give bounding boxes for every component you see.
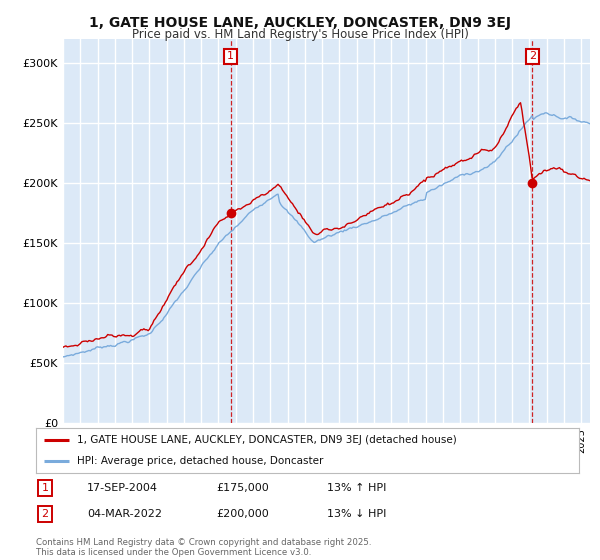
Text: 04-MAR-2022: 04-MAR-2022 xyxy=(87,509,162,519)
Text: Contains HM Land Registry data © Crown copyright and database right 2025.
This d: Contains HM Land Registry data © Crown c… xyxy=(36,538,371,557)
Text: 1, GATE HOUSE LANE, AUCKLEY, DONCASTER, DN9 3EJ (detached house): 1, GATE HOUSE LANE, AUCKLEY, DONCASTER, … xyxy=(77,436,457,446)
Text: HPI: Average price, detached house, Doncaster: HPI: Average price, detached house, Donc… xyxy=(77,456,323,466)
Text: 2: 2 xyxy=(529,52,536,62)
Text: 17-SEP-2004: 17-SEP-2004 xyxy=(87,483,158,493)
Text: Price paid vs. HM Land Registry's House Price Index (HPI): Price paid vs. HM Land Registry's House … xyxy=(131,28,469,41)
Text: 2: 2 xyxy=(41,509,49,519)
Text: 1: 1 xyxy=(41,483,49,493)
Text: 13% ↑ HPI: 13% ↑ HPI xyxy=(327,483,386,493)
Text: £175,000: £175,000 xyxy=(216,483,269,493)
Text: 13% ↓ HPI: 13% ↓ HPI xyxy=(327,509,386,519)
Text: £200,000: £200,000 xyxy=(216,509,269,519)
Text: 1, GATE HOUSE LANE, AUCKLEY, DONCASTER, DN9 3EJ: 1, GATE HOUSE LANE, AUCKLEY, DONCASTER, … xyxy=(89,16,511,30)
Text: 1: 1 xyxy=(227,52,234,62)
